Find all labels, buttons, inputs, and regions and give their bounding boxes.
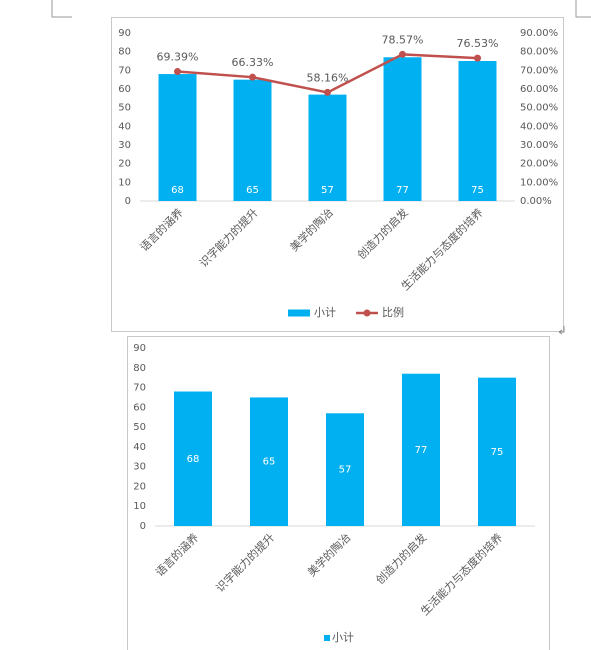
bar xyxy=(326,413,364,526)
bar-value-label: 65 xyxy=(246,185,259,196)
line-point xyxy=(399,50,406,58)
bar-value-label: 77 xyxy=(415,445,428,456)
bar xyxy=(250,397,288,526)
bar xyxy=(308,94,347,201)
line-value-label: 78.57% xyxy=(382,33,424,46)
y2-tick-label: 70.00% xyxy=(520,65,558,76)
y2-tick-label: 0.00% xyxy=(520,196,552,207)
y-tick-label: 20 xyxy=(133,481,146,492)
bar-value-label: 77 xyxy=(396,185,409,196)
y2-tick-label: 80.00% xyxy=(520,47,558,58)
line-value-label: 76.53% xyxy=(457,37,499,50)
bar xyxy=(383,57,422,202)
y-tick-label: 40 xyxy=(133,442,146,453)
y2-tick-label: 90.00% xyxy=(520,28,558,39)
bar-value-label: 75 xyxy=(471,185,484,196)
y2-tick-label: 10.00% xyxy=(520,177,558,188)
legend-label: 小计 xyxy=(314,306,336,319)
legend-marker xyxy=(363,309,371,317)
y2-tick-label: 40.00% xyxy=(520,121,558,132)
paragraph-mark xyxy=(558,326,565,335)
y-tick-label: 40 xyxy=(118,121,131,132)
bar xyxy=(402,373,440,526)
corner-mark xyxy=(51,0,72,18)
bar-value-label: 75 xyxy=(491,447,504,458)
y-tick-label: 30 xyxy=(118,140,131,151)
bar xyxy=(174,391,212,526)
bar xyxy=(458,61,497,201)
line-value-label: 58.16% xyxy=(307,71,349,84)
bar xyxy=(233,79,272,201)
y-tick-label: 20 xyxy=(118,159,131,170)
y2-tick-label: 30.00% xyxy=(520,140,558,151)
y-tick-label: 0 xyxy=(140,521,146,532)
y-tick-label: 10 xyxy=(133,501,146,512)
bar xyxy=(478,377,516,526)
y-tick-label: 70 xyxy=(133,383,146,394)
line-value-label: 69.39% xyxy=(157,50,199,63)
y-tick-label: 90 xyxy=(133,343,146,354)
y2-tick-label: 60.00% xyxy=(520,84,558,95)
y-tick-label: 60 xyxy=(118,84,131,95)
bar-value-label: 68 xyxy=(187,454,200,465)
line-point xyxy=(324,88,331,96)
legend-label: 比例 xyxy=(382,305,404,319)
y-tick-label: 80 xyxy=(133,363,146,374)
legend-marker xyxy=(288,309,310,317)
y2-tick-label: 20.00% xyxy=(520,159,558,170)
y-tick-label: 50 xyxy=(118,103,131,114)
y-tick-label: 50 xyxy=(133,422,146,433)
y-tick-label: 0 xyxy=(125,196,131,207)
corner-mark xyxy=(575,0,591,18)
legend-label: 小计 xyxy=(332,631,354,644)
y-tick-label: 30 xyxy=(133,462,146,473)
line-value-label: 66.33% xyxy=(232,56,274,69)
bar-value-label: 57 xyxy=(321,185,334,196)
y-tick-label: 10 xyxy=(118,177,131,188)
bar xyxy=(158,74,197,201)
line-point xyxy=(249,73,256,81)
legend-marker xyxy=(324,635,330,641)
line-point xyxy=(174,67,181,75)
bar-value-label: 65 xyxy=(263,457,276,468)
bar-value-label: 57 xyxy=(339,465,352,476)
y-tick-label: 90 xyxy=(118,28,131,39)
y-tick-label: 70 xyxy=(118,65,131,76)
y2-tick-label: 50.00% xyxy=(520,103,558,114)
y-tick-label: 60 xyxy=(133,402,146,413)
bar-value-label: 68 xyxy=(171,185,184,196)
y-tick-label: 80 xyxy=(118,47,131,58)
line-point xyxy=(474,54,481,62)
